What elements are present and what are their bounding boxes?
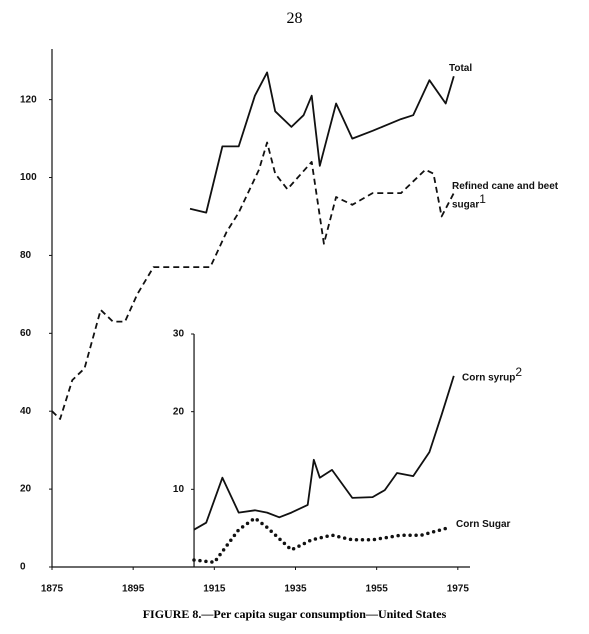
x-tick-label: 1875 (41, 584, 64, 595)
series-name: Total (449, 63, 473, 74)
y-tick-label: 120 (20, 94, 37, 105)
series-label: Corn Sugar (456, 518, 510, 531)
series-label: Total (449, 62, 472, 75)
series-label: Corn syrup2 (462, 366, 522, 384)
x-tick-label: 1975 (447, 584, 470, 595)
y-tick-label: 20 (20, 484, 32, 495)
series-name: Corn syrup (462, 372, 516, 384)
y-tick-label: 40 (20, 406, 32, 417)
y-tick-label: 60 (20, 328, 32, 339)
y-tick-label: 100 (20, 172, 37, 183)
series-line (193, 375, 455, 531)
x-tick-label: 1895 (122, 584, 145, 595)
y-tick-label: 30 (173, 329, 185, 340)
x-tick-label: 1915 (203, 584, 226, 595)
y-tick-label: 20 (173, 406, 185, 417)
caption: FIGURE 8.—Per capita sugar consumption—U… (142, 607, 447, 621)
y-tick-label: 80 (20, 250, 32, 261)
y-tick-label: 10 (173, 484, 185, 495)
series-line (189, 71, 455, 214)
series-line (192, 516, 452, 565)
series-name: Refined cane and beet sugar (452, 181, 559, 211)
series-label: Refined cane and beet sugar1 (452, 180, 562, 211)
page-number: 28 (286, 10, 303, 27)
y-tick-label: 0 (20, 562, 26, 573)
x-tick-label: 1935 (284, 584, 307, 595)
footnote-marker: 1 (479, 192, 486, 206)
footnote-marker: 2 (515, 365, 523, 379)
x-tick-label: 1955 (366, 584, 389, 595)
series-name: Corn Sugar (456, 519, 511, 530)
series-line (51, 141, 455, 420)
